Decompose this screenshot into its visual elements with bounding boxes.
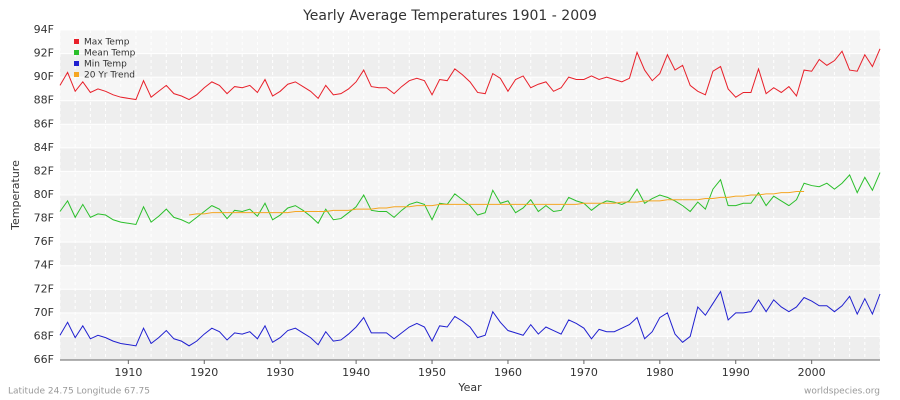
y-tick-label: 80F [34,188,54,201]
x-tick-label: 1980 [646,366,674,379]
chart-title: Yearly Average Temperatures 1901 - 2009 [302,8,597,24]
y-tick-label: 66F [34,353,54,366]
y-tick-label: 82F [34,164,54,177]
plot-band [60,147,880,172]
footer-left: Latitude 24.75 Longitude 67.75 [8,387,150,397]
y-tick-label: 72F [34,282,54,295]
y-axis-label: Temperature [9,160,22,231]
y-tick-label: 94F [34,23,54,36]
x-tick-label: 1950 [418,366,446,379]
y-tick-label: 84F [34,141,54,154]
legend-swatch [74,61,79,66]
x-tick-label: 1960 [494,366,522,379]
y-tick-label: 68F [34,329,54,342]
y-tick-label: 74F [34,259,54,272]
y-tick-label: 70F [34,306,54,319]
legend-label: 20 Yr Trend [84,71,135,81]
y-tick-label: 86F [34,117,54,130]
x-tick-label: 1930 [266,366,294,379]
x-tick-label: 1970 [570,366,598,379]
y-tick-label: 88F [34,94,54,107]
x-tick-label: 1990 [722,366,750,379]
legend-label: Mean Temp [84,49,136,59]
footer-right: worldspecies.org [804,387,880,397]
plot-band [60,100,880,125]
x-tick-label: 1910 [114,366,142,379]
y-tick-label: 76F [34,235,54,248]
y-tick-label: 92F [34,47,54,60]
legend-swatch [74,39,79,44]
series-line [59,172,881,226]
y-tick-label: 78F [34,212,54,225]
series-line [188,190,805,216]
plot-band [60,53,880,78]
legend-label: Min Temp [84,60,127,70]
y-tick-label: 90F [34,70,54,83]
legend-swatch [74,72,79,77]
series-line [59,48,881,101]
legend-label: Max Temp [84,38,130,48]
legend-swatch [74,50,79,55]
x-tick-label: 1940 [342,366,370,379]
x-tick-label: 1920 [190,366,218,379]
x-axis-label: Year [457,381,482,394]
series-line [59,290,881,347]
x-tick-label: 2000 [798,366,826,379]
